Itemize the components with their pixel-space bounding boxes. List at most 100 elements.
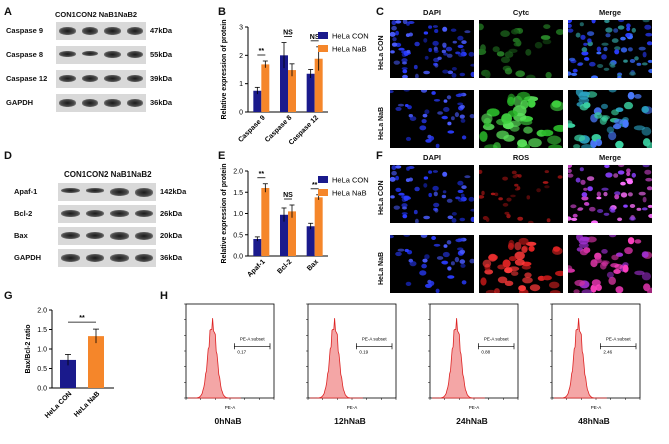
blot-band [134, 254, 153, 263]
blot-band [126, 99, 143, 108]
significance-label: ** [79, 315, 85, 322]
blot-strip [56, 70, 146, 88]
micro-image [390, 165, 474, 223]
blot-band [81, 99, 98, 108]
y-tick-label: 1 [239, 81, 243, 88]
chart-b: 0 1 2 3 Relative expression of protein ** Casp… [221, 20, 369, 147]
blot-band [126, 75, 143, 83]
y-tick-label: 1.5 [233, 190, 243, 197]
gate-name: PE-A subset [484, 336, 510, 341]
lane-labels-d: CON1CON2 NaB1NaB2 [64, 170, 152, 179]
gate-value: 0.88 [481, 349, 490, 354]
legend-label: HeLa CON [332, 32, 369, 41]
gate-name: PE-A subset [240, 336, 266, 341]
panel-label-b: B [218, 6, 226, 18]
histogram-peak [432, 318, 485, 399]
x-tick-label: Bax [306, 258, 320, 272]
blot-strip [56, 46, 146, 64]
blot-row-label: Caspase 8 [6, 50, 44, 59]
panel-label-d: D [4, 150, 12, 162]
x-tick-label: HeLa NaB [73, 390, 101, 418]
legend-label: HeLa NaB [332, 189, 367, 198]
significance-label: NS [283, 30, 293, 37]
flow-time-label: 12hNaB [334, 416, 366, 426]
gate-value: 0.17 [237, 349, 246, 354]
blot-band [85, 188, 104, 193]
blot-band [104, 99, 121, 108]
legend-swatch [318, 45, 328, 52]
blot-band [59, 75, 76, 83]
legend-label: HeLa NaB [332, 45, 367, 54]
blot-row-label: Bax [14, 231, 28, 240]
micro-image [479, 235, 563, 293]
panel-label-f: F [376, 150, 383, 162]
x-tick-label: HeLa CON [44, 390, 73, 419]
blot-band [81, 75, 98, 83]
blot-band [61, 210, 80, 218]
micro-column-title: DAPI [423, 153, 441, 162]
gate-name: PE-A subset [606, 336, 632, 341]
panel-label-a: A [4, 6, 12, 18]
bar [306, 73, 315, 112]
flow-histogram: PE-A subset 0.88 PE-A [428, 303, 519, 410]
x-axis-label: PE-A [469, 405, 480, 410]
blot-band [59, 51, 76, 58]
bar [288, 70, 296, 112]
blot-band [104, 75, 121, 83]
micro-image [479, 165, 563, 223]
panel-label-g: G [4, 290, 13, 302]
blot-strip [58, 249, 156, 267]
micro-column-title: Cytc [512, 8, 530, 17]
gate-value: 0.19 [359, 349, 368, 354]
flow-time-label: 48hNaB [578, 416, 610, 426]
blot-band [85, 232, 104, 240]
blot-strip [58, 183, 156, 201]
bar [253, 239, 262, 256]
legend-label: HeLa CON [332, 176, 369, 185]
x-tick-label: Apaf-1 [246, 258, 266, 278]
blot-band [134, 232, 153, 241]
x-axis-label: PE-A [225, 405, 236, 410]
flow-histogram: PE-A subset 2.46 PE-A [550, 303, 641, 410]
blot-row-label: Caspase 12 [6, 74, 48, 83]
y-tick-label: 2.0 [233, 169, 243, 176]
gate-name: PE-A subset [362, 336, 388, 341]
plot-frame [429, 303, 519, 399]
y-tick-label: 0.5 [37, 366, 47, 373]
bar [88, 336, 104, 388]
blot-size-label: 20kDa [160, 231, 183, 240]
blot-band [61, 232, 80, 240]
plot-frame [185, 303, 275, 399]
flow-time-label: 24hNaB [456, 416, 488, 426]
micro-row-label: HeLa NaB [378, 106, 385, 140]
micro-image [390, 20, 474, 78]
micro-row-label: HeLa CON [378, 180, 385, 215]
blot-band [61, 254, 80, 263]
y-tick-label: 2 [239, 53, 243, 60]
blot-band [134, 188, 153, 198]
blot-band [85, 254, 104, 263]
histogram-peak [188, 318, 241, 399]
histogram-peak [310, 318, 363, 399]
significance-label: ** [259, 48, 265, 55]
blot-band [134, 210, 153, 218]
blot-band [81, 27, 98, 36]
y-tick-label: 1.0 [233, 211, 243, 218]
blot-strip [58, 205, 156, 223]
y-axis-label: Relative expression of protein [221, 20, 228, 120]
y-tick-label: 0.5 [233, 232, 243, 239]
micro-image [390, 90, 474, 148]
y-tick-label: 1.5 [37, 327, 47, 334]
bar [253, 90, 262, 112]
micro-image [568, 165, 652, 223]
blot-size-label: 26kDa [160, 209, 183, 218]
y-tick-label: 3 [239, 25, 243, 32]
blot-band [110, 232, 129, 241]
bar [261, 188, 270, 256]
blot-band [110, 254, 129, 263]
significance-label: ** [312, 182, 318, 189]
bar [288, 211, 296, 256]
flow-time-label: 0hNaB [214, 416, 242, 426]
y-tick-label: 0.0 [37, 386, 47, 393]
blot-row-label: GAPDH [14, 253, 42, 262]
